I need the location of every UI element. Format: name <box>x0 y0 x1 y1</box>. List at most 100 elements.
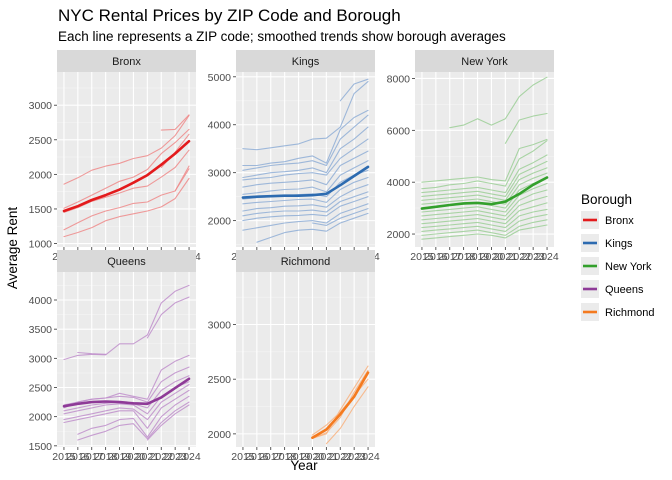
x-tick-label: 2018 <box>273 451 297 463</box>
facet-strip-label: Kings <box>292 56 320 68</box>
zip-line <box>421 138 548 183</box>
x-tick-label: 2018 <box>452 251 476 263</box>
x-tick-label: 2015 <box>410 251 434 263</box>
zip-line <box>242 184 369 212</box>
x-tick-label: 2022 <box>329 451 353 463</box>
y-tick-label: 1500 <box>29 204 53 216</box>
zip-line <box>146 404 190 441</box>
legend-label: Queens <box>605 284 644 296</box>
y-tick-label: 2000 <box>29 412 53 424</box>
zip-line <box>421 195 548 221</box>
y-tick-label: 2000 <box>29 169 53 181</box>
zip-line <box>242 191 369 217</box>
y-tick-label: 2000 <box>208 429 232 441</box>
borough-trend-line <box>420 176 549 210</box>
x-tick-label: 2018 <box>94 451 118 463</box>
facet-queens: Queens1500200025003000350040002015201620… <box>29 250 201 463</box>
x-tick-label: 2019 <box>466 251 490 263</box>
facet-strip <box>57 250 196 272</box>
zip-line <box>63 284 190 361</box>
chart-title: NYC Rental Prices by ZIP Code and Boroug… <box>58 6 401 25</box>
zip-line <box>63 366 190 409</box>
facet-kings: Kings20003000400050002015201620172018201… <box>208 50 380 263</box>
borough-trend-line <box>241 165 370 199</box>
x-tick-label: 2023 <box>342 451 366 463</box>
panel-background <box>57 272 196 447</box>
x-tick-label: 2016 <box>66 451 90 463</box>
facet-strip <box>236 50 375 72</box>
zip-line <box>421 167 548 201</box>
zip-line <box>311 208 369 226</box>
zip-line <box>421 219 548 236</box>
x-axis-title: Year <box>290 458 318 473</box>
zip-line <box>421 202 548 225</box>
zip-line <box>421 140 548 190</box>
facet-richmond: Richmond 2000 2500 3000 20152016201720182019… <box>208 250 380 463</box>
y-tick-label: 2500 <box>29 383 53 395</box>
x-tick-label: 2020 <box>122 451 146 463</box>
zip-line <box>242 81 369 151</box>
zip-line <box>325 386 369 445</box>
facet-strip <box>57 50 196 72</box>
x-tick-label: 2023 <box>163 451 187 463</box>
zip-line <box>421 154 548 194</box>
zip-line <box>160 114 190 131</box>
x-tick-label: 2020 <box>301 451 325 463</box>
zip-line <box>77 401 190 441</box>
y-tick-label: 4000 <box>29 295 53 307</box>
zip-line <box>421 208 548 229</box>
legend-title: Borough <box>581 192 632 207</box>
facet-strip <box>415 50 554 72</box>
x-tick-label: 2024 <box>177 451 201 463</box>
x-tick-label: 2024 <box>356 451 380 463</box>
facet-bronx: Bronx10001500200025003000201520162017201… <box>29 50 201 263</box>
panel-background <box>57 72 196 247</box>
zip-line <box>256 212 369 243</box>
zip-line <box>63 389 190 429</box>
zip-line <box>421 160 548 197</box>
y-tick-label: 3000 <box>208 320 232 332</box>
zip-line <box>242 138 369 181</box>
y-tick-label: 1000 <box>29 239 53 251</box>
x-tick-label: 2015 <box>52 451 76 463</box>
zip-line <box>421 189 548 217</box>
y-tick-label: 5000 <box>208 72 232 84</box>
y-tick-label: 3000 <box>29 353 53 365</box>
x-tick-label: 2017 <box>438 251 462 263</box>
zip-line <box>311 365 369 439</box>
borough-trend-line <box>62 377 191 408</box>
y-tick-label: 2000 <box>208 216 232 228</box>
legend-label: Richmond <box>605 307 655 319</box>
zip-line <box>63 128 190 209</box>
facet-strip-label: Bronx <box>112 56 141 68</box>
zip-line <box>242 176 369 205</box>
y-tick-label: 2000 <box>387 229 411 241</box>
zip-line <box>339 78 369 102</box>
zip-line <box>77 395 190 438</box>
zip-line <box>421 214 548 232</box>
y-tick-label: 8000 <box>387 73 411 85</box>
zip-line <box>242 196 369 222</box>
facet-strip <box>236 250 375 272</box>
facet-strip-label: Queens <box>107 256 146 268</box>
x-tick-label: 2022 <box>508 251 532 263</box>
zip-line <box>421 224 548 240</box>
zip-line <box>449 76 548 129</box>
zip-line <box>504 112 548 144</box>
zip-line <box>421 172 548 205</box>
zip-line <box>242 160 369 195</box>
y-tick-label: 2500 <box>208 374 232 386</box>
facet-strip-label: Richmond <box>281 256 331 268</box>
zip-line <box>63 115 190 185</box>
x-tick-label: 2023 <box>521 251 545 263</box>
y-tick-label: 3500 <box>29 324 53 336</box>
x-tick-label: 2019 <box>287 451 311 463</box>
legend-label: New York <box>605 261 652 273</box>
borough-trend-line <box>311 371 370 440</box>
x-tick-label: 2021 <box>494 251 518 263</box>
facet-new-york: New York 2000 4000 6000 8000 2015201620172018… <box>387 50 559 263</box>
zip-line <box>242 114 369 171</box>
y-tick-label: 6000 <box>387 125 411 137</box>
x-tick-label: 2019 <box>108 451 132 463</box>
